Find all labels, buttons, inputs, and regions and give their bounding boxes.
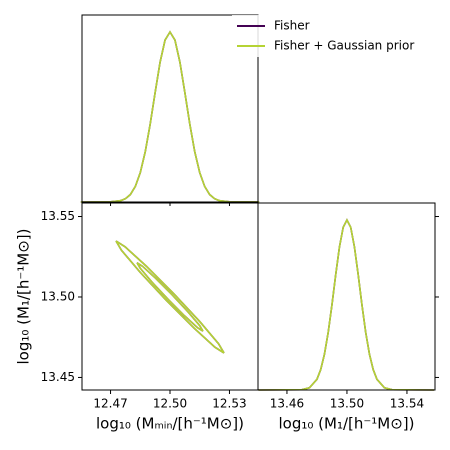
y-tick-label: 13.55 xyxy=(41,209,75,223)
density-curve xyxy=(258,218,434,391)
density-curve xyxy=(80,30,260,203)
x-tick-label: 12.53 xyxy=(212,397,246,411)
y-tick-label: 13.50 xyxy=(41,289,75,303)
x-tick-label: 13.54 xyxy=(390,397,424,411)
contour xyxy=(136,262,204,332)
legend-label: Fisher xyxy=(274,19,310,33)
y-tick-label: 13.45 xyxy=(41,370,75,384)
x-axis-label: log₁₀ (Mₘᵢₙ/[h⁻¹M⊙]) xyxy=(96,415,244,433)
panel-frame xyxy=(81,14,259,203)
x-tick-label: 12.47 xyxy=(93,397,127,411)
contour xyxy=(115,240,225,354)
panel-frame xyxy=(257,202,436,391)
legend-box xyxy=(232,15,435,57)
x-tick-label: 12.50 xyxy=(153,397,187,411)
x-axis-label: log₁₀ (M₁/[h⁻¹M⊙]) xyxy=(278,415,414,433)
x-tick-label: 13.50 xyxy=(330,397,364,411)
panel-frame xyxy=(81,202,259,391)
density-curve xyxy=(80,30,260,203)
contour xyxy=(115,240,225,354)
x-tick-label: 13.46 xyxy=(270,397,304,411)
density-curve xyxy=(258,218,434,391)
contour xyxy=(136,262,204,332)
y-axis-label: log₁₀ (M₁/[h⁻¹M⊙]) xyxy=(15,228,33,364)
legend-label: Fisher + Gaussian prior xyxy=(274,39,414,53)
